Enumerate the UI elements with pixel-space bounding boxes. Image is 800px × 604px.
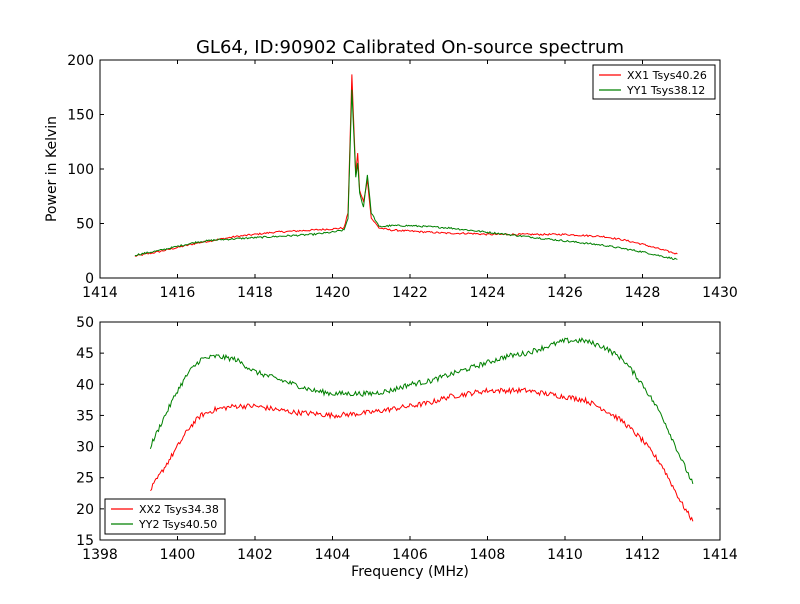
x-tick-label: 1410 (547, 547, 583, 563)
x-tick-label: 1408 (470, 547, 506, 563)
x-tick-label: 1428 (625, 285, 661, 301)
x-tick-label: 1420 (315, 285, 351, 301)
x-tick-label: 1414 (82, 285, 118, 301)
x-tick-label: 1404 (315, 547, 351, 563)
legend: XX1 Tsys40.26 YY1 Tsys38.12 (592, 64, 716, 100)
x-tick-label: 1424 (470, 285, 506, 301)
y-tick-label: 100 (67, 162, 94, 178)
legend-label-1: XX1 Tsys40.26 (627, 69, 707, 82)
x-tick-label: 1418 (237, 285, 273, 301)
x-tick-label: 1414 (702, 547, 738, 563)
legend: XX2 Tsys34.38 YY2 Tsys40.50 (104, 498, 226, 535)
y-tick-label: 200 (67, 53, 94, 69)
y-tick-label: 30 (76, 440, 94, 456)
legend-label-1: XX2 Tsys34.38 (139, 503, 219, 516)
x-tick-label: 1402 (237, 547, 273, 563)
bottom-panel: 1398 1400 1402 1404 1406 1408 1410 1412 1414 15 20… (76, 315, 738, 563)
y-tick-label: 0 (85, 271, 94, 287)
y-tick-label: 150 (67, 108, 94, 124)
y-tick-label: 20 (76, 502, 94, 518)
x-tick-label: 1416 (160, 285, 196, 301)
legend-box (104, 498, 226, 535)
x-tick-label: 1430 (702, 285, 738, 301)
series-line-1 (134, 74, 678, 257)
chart-title: GL64, ID:90902 Calibrated On-source spec… (196, 37, 624, 58)
y-axis-title: Power in Kelvin (44, 116, 60, 222)
top-panel: 1414 1416 1418 1420 1422 1424 1426 1428 1430 0 50 1… (67, 53, 738, 301)
y-tick-label: 35 (76, 408, 94, 424)
y-tick-label: 50 (76, 217, 94, 233)
y-tick-label: 25 (76, 471, 94, 487)
series-line-1 (150, 386, 694, 522)
x-tick-label: 1412 (625, 547, 661, 563)
x-axis-title: Frequency (MHz) (351, 564, 469, 580)
y-tick-label: 15 (76, 533, 94, 549)
x-tick-label: 1400 (160, 547, 196, 563)
x-tick-label: 1406 (392, 547, 428, 563)
x-tick-label: 1398 (82, 547, 118, 563)
y-tick-label: 45 (76, 346, 94, 362)
series-line-2 (134, 89, 678, 261)
x-tick-label: 1422 (392, 285, 428, 301)
legend-box (592, 64, 716, 100)
series-line-2 (149, 337, 694, 485)
y-tick-label: 50 (76, 315, 94, 331)
x-tick-label: 1426 (547, 285, 583, 301)
y-tick-label: 40 (76, 377, 94, 393)
legend-label-2: YY1 Tsys38.12 (626, 84, 705, 97)
legend-label-2: YY2 Tsys40.50 (138, 518, 217, 531)
